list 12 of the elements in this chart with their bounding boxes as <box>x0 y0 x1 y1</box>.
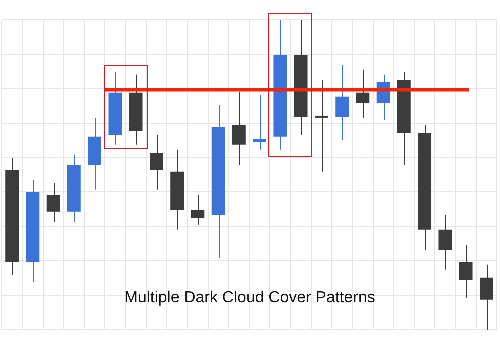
candlestick <box>356 69 370 118</box>
candlestick <box>459 244 473 299</box>
candlestick <box>438 214 452 270</box>
candlestick <box>46 182 60 223</box>
candlestick <box>150 134 164 190</box>
candlestick <box>336 64 350 140</box>
candlestick <box>232 91 246 166</box>
candlestick <box>480 264 494 330</box>
candlestick <box>314 80 328 172</box>
text: Multiple Dark Cloud Cover Patterns <box>124 289 376 306</box>
candlestick <box>253 94 267 150</box>
candlestick <box>191 194 205 226</box>
